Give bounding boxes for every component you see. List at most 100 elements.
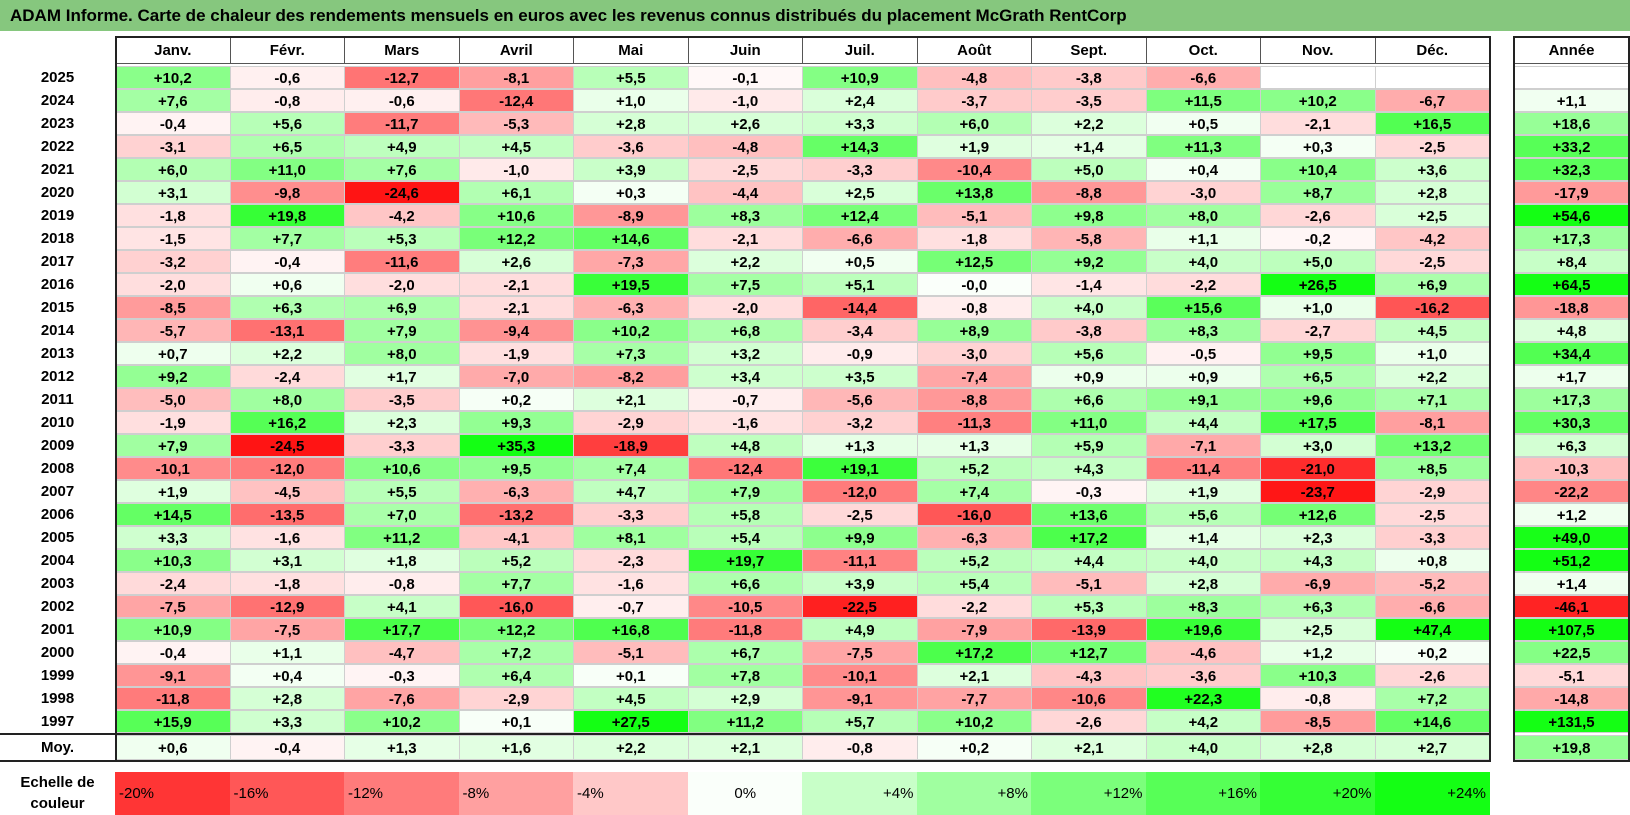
heatmap-cell: +12,4 [802,204,918,227]
heatmap-cell: -3,0 [916,342,1032,365]
heatmap-cell: -3,3 [344,434,460,457]
heatmap-cell: +7,2 [1374,687,1490,710]
heatmap-cell: +3,2 [687,342,803,365]
year-label: 2008 [40,460,75,477]
heatmap-cell: +5,3 [1031,595,1147,618]
average-annual-cell: +19,8 [1513,735,1630,760]
heatmap-cell: +4,3 [1260,549,1376,572]
heatmap-cell: -5,0 [115,388,231,411]
average-cell: +2,1 [687,735,803,760]
heatmap-cell: -6,6 [1145,66,1261,89]
heatmap-cell: -11,4 [1145,457,1261,480]
month-header: Janv. [115,36,231,64]
heatmap-cell: +7,2 [458,641,574,664]
heatmap-cell: -7,0 [458,365,574,388]
heatmap-cell: +9,5 [458,457,574,480]
heatmap-cell: +1,3 [916,434,1032,457]
heatmap-cell: -7,1 [1145,434,1261,457]
year-label: 2001 [40,621,75,638]
heatmap-cell: +1,2 [1260,641,1376,664]
heatmap-cell: -5,6 [802,388,918,411]
heatmap-cell: +4,5 [1374,319,1490,342]
heatmap-cell: +9,1 [1145,388,1261,411]
heatmap-cell: -2,1 [687,227,803,250]
heatmap-cell: +2,3 [344,411,460,434]
heatmap-cell: -10,1 [115,457,231,480]
heatmap-cell: +27,5 [573,710,689,733]
heatmap-cell: +1,3 [802,434,918,457]
heatmap-cell: +0,4 [1145,158,1261,181]
heatmap-cell: +19,7 [687,549,803,572]
heatmap-cell: +0,8 [1374,549,1490,572]
month-header: Févr. [229,36,345,64]
heatmap-cell: -3,2 [115,250,231,273]
scale-swatch: +8% [916,772,1032,815]
heatmap-cell: -6,3 [458,480,574,503]
heatmap-cell: -0,8 [229,89,345,112]
annual-cell: +51,2 [1513,549,1630,572]
scale-swatch: 0% [687,772,803,815]
heatmap-cell: -2,7 [1260,319,1376,342]
heatmap-cell: +5,8 [687,503,803,526]
heatmap-cell: -16,0 [458,595,574,618]
heatmap-cell: +14,5 [115,503,231,526]
heatmap-cell: +17,5 [1260,411,1376,434]
heatmap-cell: -11,8 [115,687,231,710]
heatmap-cell: +12,2 [458,227,574,250]
heatmap-cell: +19,5 [573,273,689,296]
year-label: 2015 [40,299,75,316]
heatmap-cell: -1,5 [115,227,231,250]
heatmap-cell: -7,5 [802,641,918,664]
annual-cell: -18,8 [1513,296,1630,319]
heatmap-cell: -9,1 [802,687,918,710]
heatmap-cell: -0,4 [229,250,345,273]
heatmap-cell: +2,5 [1260,618,1376,641]
heatmap-cell: +0,9 [1145,365,1261,388]
heatmap-cell: +6,8 [687,319,803,342]
heatmap-cell: +3,1 [115,181,231,204]
heatmap-cell: +9,2 [1031,250,1147,273]
heatmap-cell: -0,8 [344,572,460,595]
scale-swatch: +16% [1145,772,1261,815]
heatmap-cell: +5,6 [1031,342,1147,365]
heatmap-cell: +6,6 [687,572,803,595]
heatmap-cell: -3,0 [1145,181,1261,204]
heatmap-cell: +0,3 [1260,135,1376,158]
annual-cell: +64,5 [1513,273,1630,296]
year-label: 2023 [40,115,75,132]
heatmap-cell: -4,8 [687,135,803,158]
heatmap-cell: -0,4 [115,641,231,664]
heatmap-cell: +5,7 [802,710,918,733]
heatmap-cell: +2,8 [1145,572,1261,595]
heatmap-cell: +12,7 [1031,641,1147,664]
heatmap-cell: -14,4 [802,296,918,319]
month-header: Juil. [802,36,918,64]
annual-cell: -22,2 [1513,480,1630,503]
heatmap-cell: -4,1 [458,526,574,549]
heatmap-cell: +8,3 [1145,595,1261,618]
annual-cell: -46,1 [1513,595,1630,618]
heatmap-cell: -2,1 [458,273,574,296]
heatmap-cell: -0,7 [573,595,689,618]
heatmap-cell: +11,0 [229,158,345,181]
scale-swatch: -4% [573,772,689,815]
month-header: Juin [687,36,803,64]
heatmap-cell: -8,5 [1260,710,1376,733]
heatmap-cell: +12,5 [916,250,1032,273]
heatmap-cell: +5,4 [916,572,1032,595]
heatmap-cell: +6,0 [115,158,231,181]
year-label: 2004 [40,552,75,569]
heatmap-cell: -16,2 [1374,296,1490,319]
year-label: 2007 [40,483,75,500]
heatmap-cell: +1,4 [1031,135,1147,158]
heatmap-cell: +11,2 [687,710,803,733]
heatmap-cell: +11,5 [1145,89,1261,112]
month-header: Mars [344,36,460,64]
heatmap-cell: +2,8 [573,112,689,135]
annual-cell: +8,4 [1513,250,1630,273]
heatmap-cell: +6,0 [916,112,1032,135]
month-header: Déc. [1374,36,1490,64]
year-label: 2025 [40,69,75,86]
heatmap-cell: -2,1 [1260,112,1376,135]
year-label: 2016 [40,276,75,293]
